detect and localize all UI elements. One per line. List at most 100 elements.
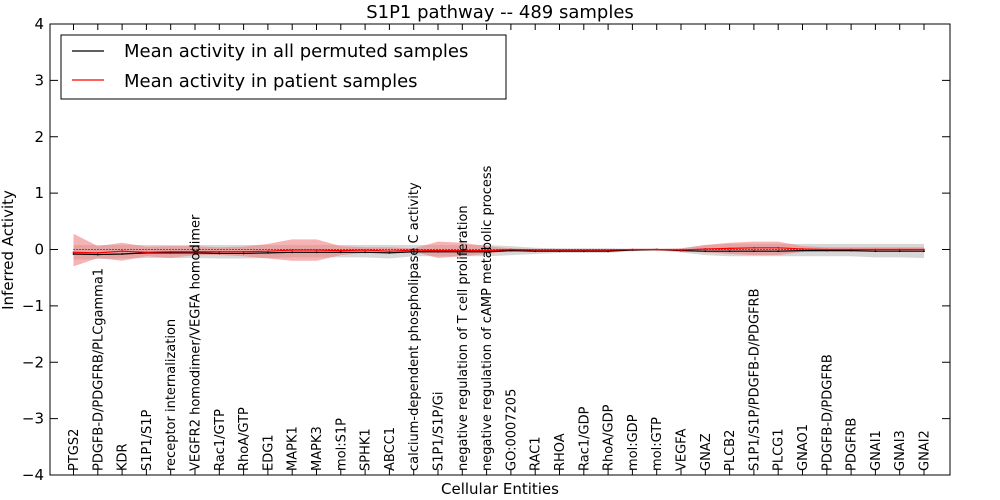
point-series-1 xyxy=(145,251,148,254)
x-tick-label: S1P1/S1P/Gi xyxy=(432,392,447,471)
y-tick-label: −1 xyxy=(22,297,44,315)
point-series-1 xyxy=(680,249,682,251)
point-series-1 xyxy=(194,250,196,253)
y-tick-label: 1 xyxy=(34,184,44,202)
point-series-1 xyxy=(72,251,75,254)
point-series-1 xyxy=(753,246,755,249)
point-series-0 xyxy=(218,252,221,255)
point-series-0 xyxy=(121,253,123,255)
x-tick-label: PTGS2 xyxy=(67,429,82,471)
point-series-1 xyxy=(437,249,439,252)
point-series-0 xyxy=(364,251,366,254)
point-series-0 xyxy=(777,250,780,253)
x-tick-label: VEGFR2 homodimer/VEGFA homodimer xyxy=(189,214,204,471)
point-series-1 xyxy=(291,249,294,251)
x-tick-label: negative regulation of T cell proliferat… xyxy=(456,205,471,471)
point-series-0 xyxy=(388,251,391,254)
point-series-1 xyxy=(825,248,828,251)
point-series-0 xyxy=(72,253,75,255)
point-series-1 xyxy=(412,249,415,251)
point-series-1 xyxy=(874,248,877,251)
point-series-1 xyxy=(242,250,245,253)
legend-label-patient: Mean activity in patient samples xyxy=(124,71,418,92)
point-series-1 xyxy=(169,250,172,253)
x-tick-label: PLCG1 xyxy=(772,428,787,471)
point-series-1 xyxy=(485,249,488,252)
x-tick-label: MAPK3 xyxy=(310,426,325,471)
point-series-1 xyxy=(631,248,634,251)
point-series-0 xyxy=(923,250,925,253)
point-series-1 xyxy=(704,248,707,250)
point-series-0 xyxy=(728,250,731,253)
x-tick-label: mol:S1P xyxy=(334,418,349,471)
plot-frame xyxy=(49,23,951,476)
x-tick-label: calcium-dependent phospholipase C activi… xyxy=(407,182,422,471)
plot-area: −4 −3 −2 −1 0 1 2 3 4 PTGS2 PDGFB-D/PDGFRB/PLCgamm… xyxy=(22,15,950,484)
point-series-0 xyxy=(704,250,707,253)
point-series-1 xyxy=(96,251,99,254)
point-series-0 xyxy=(874,250,877,253)
point-series-1 xyxy=(582,249,585,251)
x-tick-label: EDG1 xyxy=(261,434,276,471)
legend-label-permuted: Mean activity in all permuted samples xyxy=(124,41,468,62)
y-tick-label: 3 xyxy=(34,71,44,89)
x-tick-label: GNAZ xyxy=(699,433,714,471)
x-tick-label: ABCC1 xyxy=(383,427,398,471)
legend: Mean activity in all permuted samples Me… xyxy=(60,34,507,100)
legend-box xyxy=(60,34,507,100)
x-tick-label: PLCB2 xyxy=(723,430,738,471)
point-series-1 xyxy=(510,248,512,251)
chart-title: S1P1 pathway -- 489 samples xyxy=(366,2,634,23)
x-tick-label: S1P1/S1P/PDGFB-D/PDGFRB xyxy=(747,288,762,471)
y-tick-label: −4 xyxy=(22,466,44,484)
point-series-1 xyxy=(898,248,901,251)
x-tick-label: GNAO1 xyxy=(796,424,811,471)
point-series-1 xyxy=(388,250,391,253)
x-tick-label: SPHK1 xyxy=(359,428,374,471)
x-tick-label: PDGFB-D/PDGFRB xyxy=(820,354,835,471)
x-tick-label: VEGFA xyxy=(675,429,690,471)
y-tick-label: 2 xyxy=(34,128,44,146)
point-series-0 xyxy=(267,251,269,254)
x-tick-label: Rac1/GTP xyxy=(213,409,228,471)
point-series-1 xyxy=(923,248,925,251)
point-series-0 xyxy=(291,251,294,254)
x-tick-label: GO:0007205 xyxy=(504,389,519,471)
x-tick-label: RhoA/GTP xyxy=(237,407,252,471)
point-series-1 xyxy=(121,250,123,253)
point-series-1 xyxy=(267,250,269,253)
point-series-0 xyxy=(339,251,342,254)
x-tick-label: mol:GDP xyxy=(626,414,641,471)
line-series-1 xyxy=(73,247,924,254)
x-tick-label: S1P1/S1P xyxy=(140,409,155,471)
x-tick-label: GNAI3 xyxy=(893,430,908,471)
point-series-0 xyxy=(315,251,318,254)
point-series-1 xyxy=(607,249,609,251)
point-series-0 xyxy=(898,250,901,253)
point-series-1 xyxy=(850,248,852,251)
point-series-0 xyxy=(96,253,99,256)
y-tick-label: 4 xyxy=(34,15,44,33)
x-tick-label: negative regulation of cAMP metabolic pr… xyxy=(480,165,495,471)
point-series-0 xyxy=(801,249,804,252)
x-tick-label: RAC1 xyxy=(529,436,544,471)
x-tick-label: KDR xyxy=(116,443,131,471)
x-tick-label: receptor internalization xyxy=(164,319,179,471)
point-series-1 xyxy=(728,247,731,250)
point-series-1 xyxy=(777,246,780,249)
point-series-1 xyxy=(801,248,804,250)
point-series-1 xyxy=(315,249,318,251)
line-series-0 xyxy=(73,248,924,256)
x-tick-label: RHOA xyxy=(553,433,568,471)
x-tick-label: mol:GTP xyxy=(650,417,665,471)
x-tick-label: Rac1/GDP xyxy=(577,406,592,471)
point-series-1 xyxy=(655,248,658,251)
x-tick-label: PDGFB-D/PDGFRB/PLCgamma1 xyxy=(91,268,106,471)
y-axis-label: Inferred Activity xyxy=(0,190,17,310)
point-series-1 xyxy=(461,249,464,252)
x-tick-label: MAPK1 xyxy=(286,426,301,471)
x-tick-label: PDGFRB xyxy=(845,418,860,471)
y-tick-label: 0 xyxy=(34,241,44,259)
point-series-1 xyxy=(364,249,366,251)
x-axis-label: Cellular Entities xyxy=(441,480,559,498)
